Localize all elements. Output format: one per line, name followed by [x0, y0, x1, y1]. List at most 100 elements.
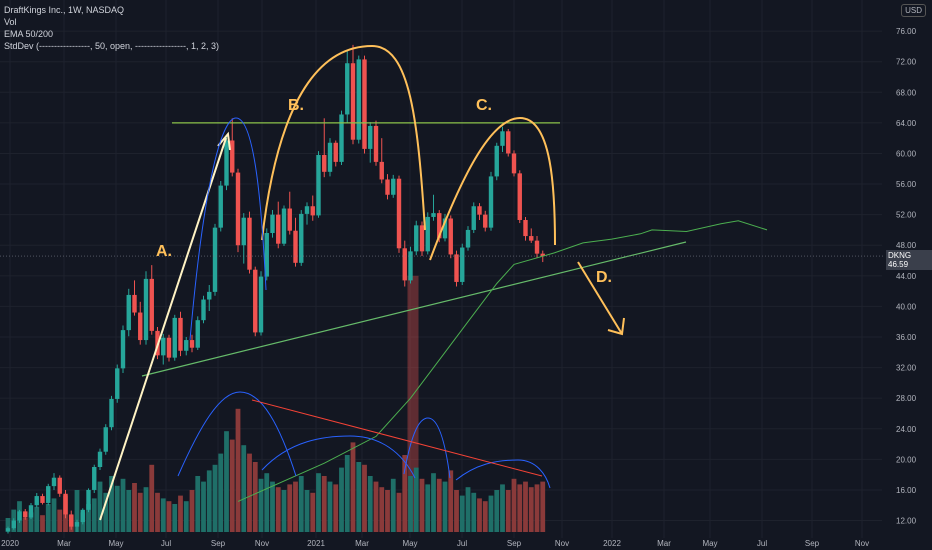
- volume-bar: [172, 504, 178, 532]
- candle: [281, 205, 287, 246]
- candle: [184, 337, 189, 356]
- volume-bar: [431, 473, 436, 532]
- volume-bar: [137, 492, 143, 532]
- candle: [391, 174, 396, 198]
- candle-body: [460, 247, 465, 282]
- volume-bar: [298, 476, 304, 532]
- candle-body: [391, 178, 396, 195]
- y-tick-label: 36.00: [896, 333, 917, 342]
- x-tick-label: Mar: [657, 539, 671, 548]
- candle-body: [350, 63, 356, 140]
- candle-body: [310, 206, 315, 216]
- candle: [74, 519, 80, 532]
- candles: [5, 44, 545, 534]
- candle-body: [212, 227, 218, 292]
- y-tick-label: 12.00: [896, 517, 917, 526]
- candle: [195, 316, 200, 350]
- candle-body: [339, 114, 344, 162]
- candle-body: [299, 213, 304, 263]
- symbol-title[interactable]: DraftKings Inc., 1W, NASDAQ: [4, 5, 125, 15]
- candle-body: [396, 178, 402, 249]
- y-tick-label: 20.00: [896, 455, 917, 464]
- candle: [132, 280, 137, 316]
- y-tick-label: 48.00: [896, 241, 917, 250]
- volume-bar: [195, 476, 201, 532]
- volume-bar: [206, 470, 212, 532]
- x-tick-label: Nov: [555, 539, 569, 548]
- candle: [506, 129, 511, 157]
- volume-bar: [57, 509, 63, 532]
- candle: [465, 226, 471, 251]
- candle: [143, 271, 149, 345]
- x-tick-label: Mar: [57, 539, 71, 548]
- candle: [126, 288, 131, 337]
- y-axis: 12.00 16.00 20.00 24.00 28.00 32.00 36.00 40.00…: [884, 0, 932, 550]
- candle-body: [333, 142, 338, 162]
- candle-body: [293, 230, 298, 263]
- candle-body: [345, 63, 350, 115]
- candle-body: [34, 496, 39, 506]
- candle: [373, 120, 379, 166]
- candle-body: [97, 451, 103, 467]
- candle: [448, 215, 453, 259]
- candle-body: [454, 254, 459, 282]
- ema-indicator-label[interactable]: EMA 50/200: [4, 29, 54, 39]
- y-tick-label: 64.00: [896, 119, 917, 128]
- candle: [103, 424, 108, 455]
- candle: [293, 217, 298, 267]
- volume-bar: [132, 483, 137, 532]
- candle-body: [373, 125, 379, 162]
- y-tick-label: 32.00: [896, 364, 917, 373]
- candle-body: [241, 217, 246, 246]
- volume-bar: [310, 492, 316, 532]
- y-tick-label: 56.00: [896, 180, 917, 189]
- volume-bars: [5, 408, 546, 532]
- currency-badge[interactable]: USD: [901, 4, 926, 17]
- candle: [310, 195, 315, 221]
- volume-bar: [258, 478, 264, 532]
- candle: [442, 213, 448, 242]
- candle: [178, 311, 183, 357]
- candle-body: [172, 317, 177, 358]
- candle-body: [132, 294, 137, 313]
- last-price-ticker: DKNG: [888, 251, 912, 261]
- x-tick-label: Sep: [211, 539, 226, 548]
- candle-body: [379, 161, 384, 180]
- candle: [149, 265, 154, 335]
- label-b: B.: [288, 97, 304, 114]
- candle: [34, 493, 39, 508]
- candle: [172, 314, 177, 361]
- volume-bar: [74, 490, 80, 532]
- y-tick-label: 44.00: [896, 272, 917, 281]
- volume-bar: [293, 481, 298, 532]
- candle: [201, 295, 206, 324]
- candle-body: [471, 206, 476, 230]
- candle-body: [281, 208, 287, 244]
- candle-body: [322, 155, 327, 172]
- candle-body: [126, 294, 131, 331]
- volume-bar: [281, 490, 287, 532]
- candle: [166, 334, 172, 362]
- candle-body: [362, 59, 367, 149]
- candle-body: [517, 173, 522, 220]
- candle-body: [356, 59, 361, 140]
- candle: [92, 464, 97, 493]
- candle-body: [149, 278, 154, 331]
- candle: [258, 271, 264, 336]
- volume-bar: [270, 481, 275, 532]
- volume-bar: [379, 487, 385, 532]
- volume-bar: [488, 495, 494, 532]
- y-tick-label: 40.00: [896, 302, 917, 311]
- candle: [28, 502, 34, 519]
- volume-indicator-label[interactable]: Vol: [4, 17, 17, 27]
- stddev-indicator-label[interactable]: StdDev (-----------------, 50, open, ---…: [4, 41, 219, 51]
- candle-body: [80, 509, 85, 523]
- volume-bar: [523, 481, 528, 532]
- volume-bar: [86, 504, 91, 532]
- volume-bar: [166, 501, 172, 532]
- volume-bar: [413, 467, 419, 532]
- candle-body: [414, 225, 419, 252]
- candle: [350, 44, 356, 145]
